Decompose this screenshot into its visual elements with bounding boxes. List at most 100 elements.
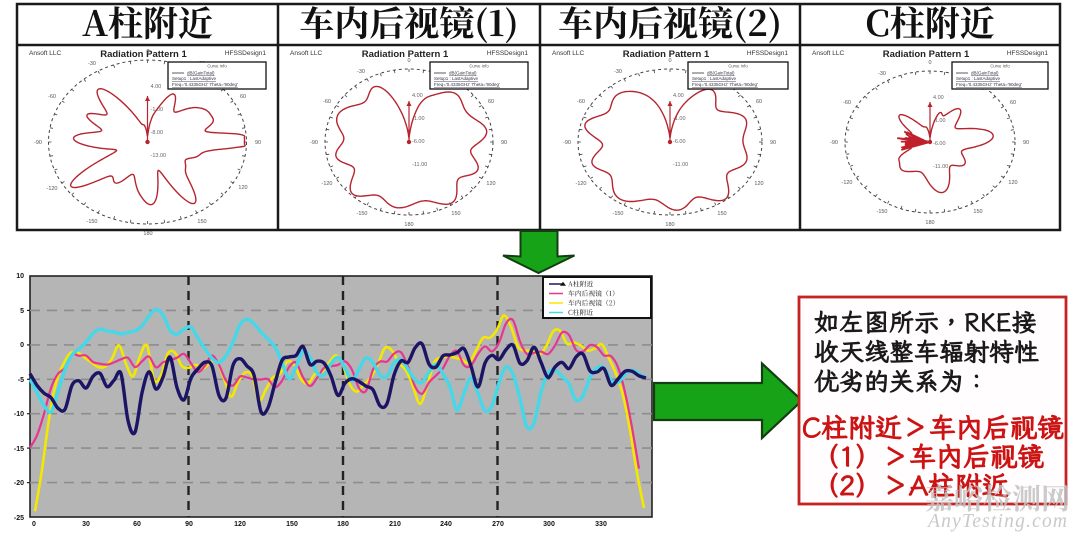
svg-text:-150: -150 (356, 211, 367, 217)
svg-text:10: 10 (16, 273, 24, 280)
svg-text:-60: -60 (323, 99, 331, 105)
svg-text:Freq='0.4335GHz' Theta='90deg': Freq='0.4335GHz' Theta='90deg' (956, 82, 1022, 87)
svg-text:-120: -120 (575, 181, 586, 187)
svg-text:30: 30 (82, 521, 90, 528)
svg-text:4.00: 4.00 (933, 95, 944, 101)
svg-text:Ansoft LLC: Ansoft LLC (290, 50, 322, 57)
svg-text:60: 60 (756, 99, 762, 105)
svg-text:-90: -90 (830, 140, 838, 146)
svg-text:60: 60 (240, 94, 246, 100)
svg-text:180: 180 (337, 521, 349, 528)
svg-text:-150: -150 (612, 211, 623, 217)
svg-text:-30: -30 (614, 69, 622, 75)
svg-text:Radiation Pattern 1: Radiation Pattern 1 (100, 49, 187, 60)
svg-text:0: 0 (668, 58, 671, 64)
svg-text:180: 180 (665, 222, 674, 228)
svg-text:-13.00: -13.00 (151, 153, 167, 159)
svg-text:Setup1 : LastAdaptive: Setup1 : LastAdaptive (172, 76, 217, 81)
svg-text:Radiation Pattern 1: Radiation Pattern 1 (362, 49, 449, 60)
svg-text:Curve Info: Curve Info (990, 64, 1010, 69)
svg-text:150: 150 (451, 211, 460, 217)
svg-text:Ansoft LLC: Ansoft LLC (29, 50, 61, 57)
svg-text:HFSSDesign1: HFSSDesign1 (487, 50, 529, 57)
svg-text:-20: -20 (14, 480, 24, 487)
svg-text:AnyTesting.com: AnyTesting.com (926, 511, 1067, 532)
svg-text:Radiation Pattern 1: Radiation Pattern 1 (883, 49, 970, 60)
svg-text:Curve Info: Curve Info (207, 64, 227, 69)
svg-text:Freq='0.4335GHz' Theta='90deg': Freq='0.4335GHz' Theta='90deg' (434, 82, 500, 87)
svg-text:-90: -90 (310, 140, 318, 146)
svg-text:-5: -5 (18, 377, 24, 384)
svg-text:60: 60 (1010, 100, 1016, 106)
svg-text:90: 90 (1023, 140, 1029, 146)
svg-text:-60: -60 (48, 94, 56, 100)
svg-text:4.00: 4.00 (673, 93, 684, 99)
svg-text:-11.00: -11.00 (673, 162, 688, 168)
svg-text:-25: -25 (14, 515, 24, 522)
svg-text:4.00: 4.00 (151, 84, 162, 90)
svg-text:-11.00: -11.00 (933, 164, 948, 170)
svg-text:-1.00: -1.00 (412, 116, 425, 122)
svg-text:HFSSDesign1: HFSSDesign1 (747, 50, 789, 57)
svg-text:-90: -90 (34, 140, 42, 146)
svg-text:dB(GainTotal): dB(GainTotal) (187, 71, 215, 76)
svg-text:-6.00: -6.00 (673, 139, 686, 145)
svg-text:-15: -15 (14, 446, 24, 453)
svg-text:-60: -60 (843, 100, 851, 106)
svg-text:180: 180 (404, 222, 413, 228)
svg-text:0: 0 (928, 60, 931, 66)
svg-text:Freq='0.4335GHz' Theta='90deg': Freq='0.4335GHz' Theta='90deg' (172, 82, 238, 87)
svg-text:-150: -150 (876, 209, 887, 215)
svg-text:210: 210 (389, 521, 401, 528)
svg-text:Freq='0.4335GHz' Theta='90deg': Freq='0.4335GHz' Theta='90deg' (692, 82, 758, 87)
svg-text:-6.00: -6.00 (933, 141, 946, 147)
svg-text:120: 120 (754, 181, 763, 187)
svg-text:-8.00: -8.00 (151, 130, 164, 136)
svg-text:dB(GainTotal): dB(GainTotal) (971, 71, 999, 76)
svg-text:-120: -120 (46, 186, 57, 192)
svg-text:120: 120 (486, 181, 495, 187)
svg-text:4.00: 4.00 (412, 93, 423, 99)
svg-text:90: 90 (255, 140, 261, 146)
svg-text:Setup1 : LastAdaptive: Setup1 : LastAdaptive (434, 76, 479, 81)
svg-text:300: 300 (543, 521, 555, 528)
svg-text:-1.00: -1.00 (933, 118, 946, 124)
svg-text:Ansoft LLC: Ansoft LLC (812, 50, 844, 57)
svg-text:180: 180 (925, 220, 934, 226)
svg-text:-1.00: -1.00 (673, 116, 686, 122)
svg-text:120: 120 (234, 521, 246, 528)
svg-text:60: 60 (488, 99, 494, 105)
svg-text:90: 90 (185, 521, 193, 528)
svg-text:HFSSDesign1: HFSSDesign1 (225, 50, 267, 57)
svg-text:240: 240 (440, 521, 452, 528)
svg-text:Radiation Pattern 1: Radiation Pattern 1 (623, 49, 710, 60)
svg-text:dB(GainTotal): dB(GainTotal) (449, 71, 477, 76)
svg-text:Ansoft LLC: Ansoft LLC (552, 50, 584, 57)
svg-text:-120: -120 (321, 181, 332, 187)
svg-text:Setup1 : LastAdaptive: Setup1 : LastAdaptive (692, 76, 737, 81)
svg-text:150: 150 (717, 211, 726, 217)
svg-text:0: 0 (32, 521, 36, 528)
svg-text:0: 0 (20, 342, 24, 349)
svg-text:150: 150 (197, 219, 206, 225)
svg-text:-30: -30 (357, 69, 365, 75)
svg-text:-30: -30 (878, 71, 886, 77)
svg-text:-6.00: -6.00 (412, 139, 425, 145)
svg-text:0: 0 (407, 58, 410, 64)
svg-text:5: 5 (20, 308, 24, 315)
svg-text:-11.00: -11.00 (412, 162, 427, 168)
svg-text:90: 90 (501, 140, 507, 146)
svg-text:120: 120 (1008, 180, 1017, 186)
svg-text:90: 90 (770, 140, 776, 146)
svg-text:Setup1 : LastAdaptive: Setup1 : LastAdaptive (956, 76, 1001, 81)
svg-text:150: 150 (286, 521, 298, 528)
svg-text:150: 150 (973, 209, 982, 215)
svg-text:-30: -30 (88, 61, 96, 67)
svg-text:-150: -150 (86, 219, 97, 225)
svg-text:-10: -10 (14, 411, 24, 418)
svg-text:dB(GainTotal): dB(GainTotal) (707, 71, 735, 76)
svg-text:-120: -120 (841, 180, 852, 186)
svg-text:0: 0 (146, 49, 149, 55)
svg-text:330: 330 (595, 521, 607, 528)
svg-text:-90: -90 (563, 140, 571, 146)
